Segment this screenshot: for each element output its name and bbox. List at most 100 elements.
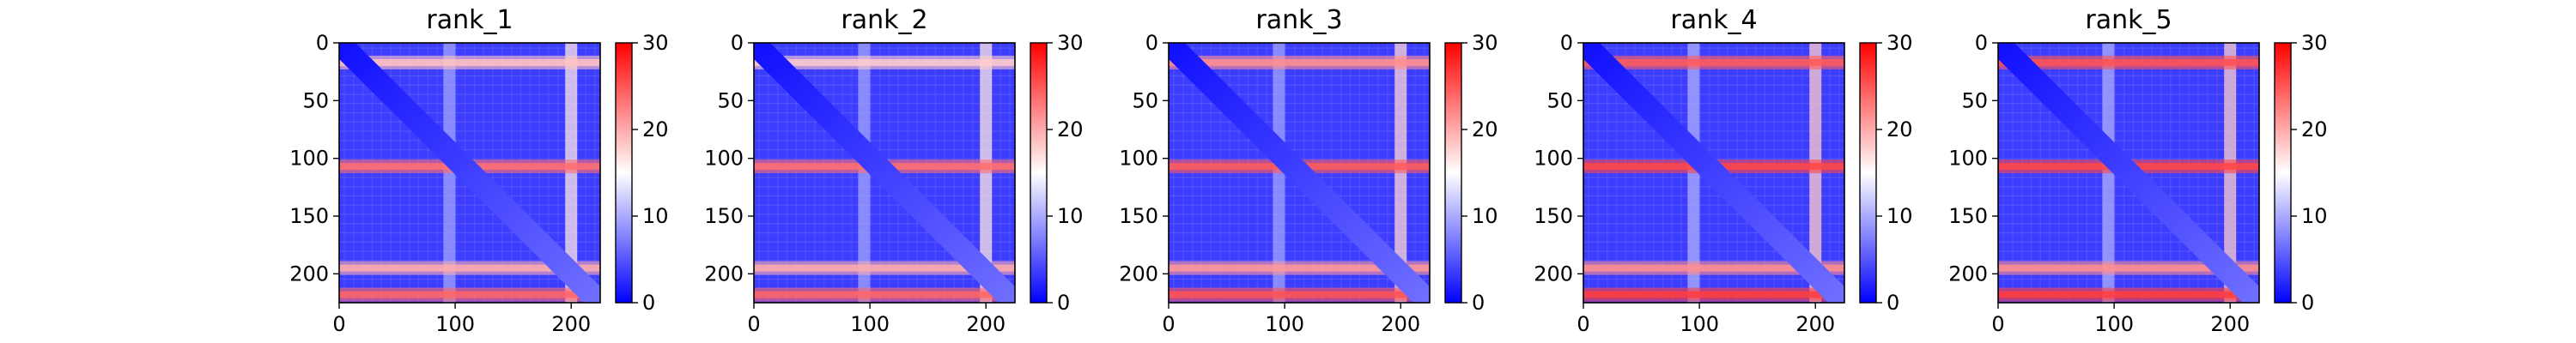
heatmap-texture-row — [754, 260, 1015, 262]
panel-rank_4: rank_4 0 50 100 150 200 0 100 200 0 10 20 30 — [1534, 5, 1912, 336]
heatmap-row-band — [339, 291, 600, 298]
heatmap-texture-row — [1583, 121, 1844, 123]
y-tick-label: 150 — [1534, 204, 1573, 228]
heatmap-texture-row — [754, 232, 1015, 234]
colorbar-tick-label: 30 — [642, 31, 669, 55]
panel-title: rank_5 — [2085, 5, 2172, 35]
heatmap-texture-row — [339, 111, 600, 114]
y-tick-label: 200 — [1119, 262, 1158, 286]
heatmap-texture-row — [1169, 75, 1430, 77]
x-tick-label: 100 — [435, 312, 475, 336]
heatmap-texture-row — [339, 260, 600, 262]
heatmap-texture-row — [339, 93, 600, 95]
colorbar-tick-label: 10 — [1057, 204, 1084, 228]
heatmap-texture-row — [1583, 241, 1844, 244]
colorbar-tick-label: 0 — [1886, 291, 1899, 315]
heatmap-texture-row — [1169, 250, 1430, 252]
heatmap-texture-row — [754, 84, 1015, 86]
colorbar-tick-label: 30 — [1057, 31, 1084, 55]
y-tick-label: 100 — [704, 147, 744, 171]
heatmap-texture-row — [1583, 93, 1844, 95]
colorbar-tick-label: 10 — [2301, 204, 2328, 228]
heatmap-texture-row — [1583, 278, 1844, 280]
y-tick-label: 0 — [1145, 31, 1158, 55]
panel-rank_2: rank_2 0 50 100 150 200 0 100 200 0 10 20 30 — [704, 5, 1083, 336]
y-tick-label: 100 — [1534, 147, 1573, 171]
heatmap-texture-row — [1169, 148, 1430, 151]
heatmap-texture-row — [1998, 278, 2259, 280]
heatmap-texture-row — [1583, 75, 1844, 77]
heatmap-texture-row — [1583, 223, 1844, 225]
x-tick-label: 200 — [966, 312, 1005, 336]
heatmap-texture-row — [1998, 241, 2259, 244]
heatmap-texture-row — [1998, 103, 2259, 105]
colorbar-frame — [615, 42, 633, 304]
x-tick-label: 200 — [1381, 312, 1420, 336]
heatmap-texture-row — [754, 250, 1015, 252]
heatmap-texture-row — [754, 241, 1015, 244]
colorbar-frame — [1444, 42, 1462, 304]
axes-frame — [753, 42, 1016, 304]
heatmap-texture-row — [1169, 204, 1430, 206]
heatmap-texture-row — [1583, 260, 1844, 262]
heatmap-row-band — [1583, 58, 1844, 66]
axes-frame — [338, 42, 601, 304]
heatmap-row-band — [1169, 291, 1430, 298]
y-tick-label: 50 — [717, 88, 744, 112]
heatmap-texture-row — [1169, 223, 1430, 225]
heatmap-texture-row — [754, 140, 1015, 141]
heatmap-texture-row — [1998, 140, 2259, 141]
x-tick-label: 200 — [2210, 312, 2250, 336]
y-tick-label: 50 — [1132, 88, 1158, 112]
x-tick-label: 0 — [1991, 312, 2004, 336]
x-tick-label: 0 — [1162, 312, 1175, 336]
heatmap-texture-row — [754, 204, 1015, 206]
heatmap-texture-row — [339, 204, 600, 206]
x-tick-label: 100 — [1680, 312, 1719, 336]
heatmap-texture-row — [1169, 232, 1430, 234]
heatmap-texture-row — [1169, 260, 1430, 262]
heatmap-texture-row — [754, 47, 1015, 49]
colorbar-tick-label: 20 — [1886, 117, 1913, 141]
heatmap-texture-row — [1583, 250, 1844, 252]
colorbar-tick-label: 10 — [1472, 204, 1498, 228]
y-tick-label: 200 — [1534, 262, 1573, 286]
heatmap-row-band — [1169, 264, 1430, 272]
heatmap-texture-row — [339, 140, 600, 141]
colorbar-tick-label: 30 — [1472, 31, 1498, 55]
heatmap-row-band — [1998, 58, 2259, 66]
heatmap-row-band — [339, 58, 600, 66]
heatmap-texture-row — [1169, 111, 1430, 114]
heatmap-texture-row — [339, 103, 600, 105]
heatmap-texture-row — [1583, 204, 1844, 206]
heatmap-texture-row — [754, 278, 1015, 280]
heatmap-row-band — [1583, 264, 1844, 272]
heatmap-diagonal — [1583, 43, 1844, 303]
heatmap-texture-row — [1583, 130, 1844, 132]
y-tick-label: 150 — [1948, 204, 1988, 228]
heatmap-row-band — [1169, 58, 1430, 66]
y-tick-label: 0 — [1975, 31, 1988, 55]
y-tick-label: 0 — [731, 31, 744, 55]
y-tick-label: 100 — [289, 147, 329, 171]
axes-frame — [1168, 42, 1431, 304]
heatmap-texture-row — [1169, 241, 1430, 244]
heatmap-texture-row — [1998, 260, 2259, 262]
colorbar-frame — [1859, 42, 1877, 304]
heatmap-diagonal — [1998, 43, 2259, 303]
heatmap-diagonal — [339, 43, 600, 303]
heatmap-texture-row — [754, 130, 1015, 132]
heatmap-texture-row — [1998, 75, 2259, 77]
heatmap-texture-row — [754, 121, 1015, 123]
heatmap-texture-row — [339, 250, 600, 252]
colorbar-frame — [2274, 42, 2292, 304]
panel-rank_1: rank_1 0 50 100 150 200 0 100 200 0 10 20 30 — [289, 5, 668, 336]
heatmap-texture-row — [1998, 121, 2259, 123]
y-tick-label: 100 — [1948, 147, 1988, 171]
heatmap-texture-row — [339, 148, 600, 151]
heatmap-texture-row — [1169, 93, 1430, 95]
y-tick-label: 200 — [1948, 262, 1988, 286]
colorbar-frame — [1030, 42, 1048, 304]
colorbar — [616, 43, 632, 303]
x-tick-label: 100 — [2094, 312, 2134, 336]
